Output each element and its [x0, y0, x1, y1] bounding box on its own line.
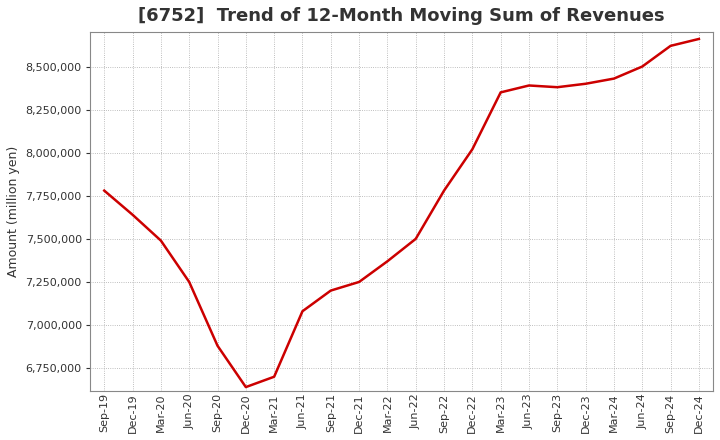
- Y-axis label: Amount (million yen): Amount (million yen): [7, 146, 20, 277]
- Title: [6752]  Trend of 12-Month Moving Sum of Revenues: [6752] Trend of 12-Month Moving Sum of R…: [138, 7, 665, 25]
